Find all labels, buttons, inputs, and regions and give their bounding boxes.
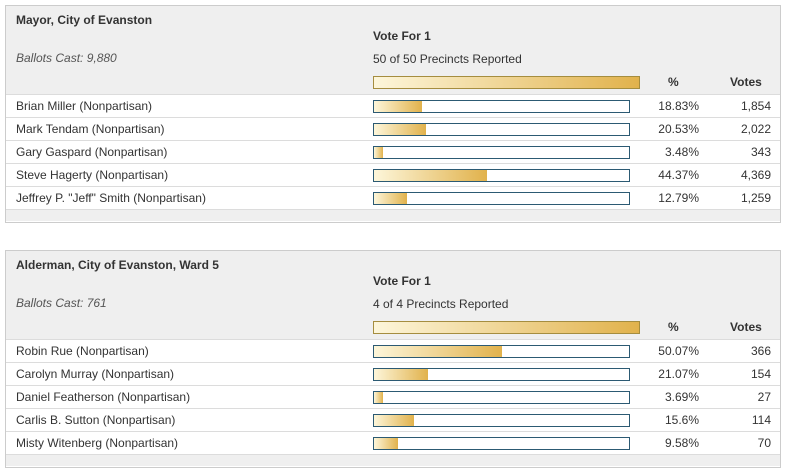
legend-bar bbox=[373, 76, 640, 89]
candidate-votes: 1,854 bbox=[740, 99, 771, 113]
vote-share-bar bbox=[373, 391, 630, 404]
candidate-percent: 21.07% bbox=[658, 367, 699, 381]
vote-share-bar-fill bbox=[374, 124, 427, 135]
vote-share-bar-fill bbox=[374, 438, 399, 449]
candidate-votes: 366 bbox=[750, 344, 771, 358]
candidate-name: Steve Hagerty (Nonpartisan) bbox=[16, 168, 169, 182]
candidate-name: Gary Gaspard (Nonpartisan) bbox=[16, 145, 168, 159]
ballots-cast: Ballots Cast: 9,880 bbox=[16, 51, 117, 65]
candidate-percent: 50.07% bbox=[658, 344, 699, 358]
candidate-percent: 44.37% bbox=[658, 168, 699, 182]
vote-share-bar-fill bbox=[374, 147, 383, 158]
race-panel-mayor: Mayor, City of Evanston Ballots Cast: 9,… bbox=[5, 5, 781, 223]
vote-share-bar bbox=[373, 192, 630, 205]
race-header: Alderman, City of Evanston, Ward 5 Ballo… bbox=[6, 251, 780, 339]
vote-share-bar-fill bbox=[374, 369, 428, 380]
candidate-name: Brian Miller (Nonpartisan) bbox=[16, 99, 153, 113]
ballots-cast: Ballots Cast: 761 bbox=[16, 296, 107, 310]
vote-share-bar bbox=[373, 345, 630, 358]
vote-share-bar-fill bbox=[374, 415, 414, 426]
candidate-percent: 12.79% bbox=[658, 191, 699, 205]
race-title: Alderman, City of Evanston, Ward 5 bbox=[16, 258, 219, 272]
legend-bar bbox=[373, 321, 640, 334]
candidate-name: Mark Tendam (Nonpartisan) bbox=[16, 122, 165, 136]
vote-share-bar-fill bbox=[374, 392, 384, 403]
race-footer bbox=[6, 454, 780, 466]
candidate-row: Carlis B. Sutton (Nonpartisan) 15.6% 114 bbox=[6, 408, 780, 431]
race-title: Mayor, City of Evanston bbox=[16, 13, 153, 27]
candidate-votes: 1,259 bbox=[740, 191, 771, 205]
candidate-row: Steve Hagerty (Nonpartisan) 44.37% 4,369 bbox=[6, 163, 780, 186]
candidate-votes: 2,022 bbox=[740, 122, 771, 136]
candidate-list: Brian Miller (Nonpartisan) 18.83% 1,854 … bbox=[6, 94, 780, 209]
candidate-row: Misty Witenberg (Nonpartisan) 9.58% 70 bbox=[6, 431, 780, 454]
vote-for-label: Vote For 1 bbox=[373, 274, 431, 288]
vote-share-bar-fill bbox=[374, 170, 488, 181]
race-panel-alderman-ward-5: Alderman, City of Evanston, Ward 5 Ballo… bbox=[5, 250, 781, 468]
vote-share-bar bbox=[373, 368, 630, 381]
vote-for-label: Vote For 1 bbox=[373, 29, 431, 43]
race-header: Mayor, City of Evanston Ballots Cast: 9,… bbox=[6, 6, 780, 94]
candidate-percent: 9.58% bbox=[664, 436, 699, 450]
vote-share-bar bbox=[373, 146, 630, 159]
candidate-row: Daniel Featherson (Nonpartisan) 3.69% 27 bbox=[6, 385, 780, 408]
candidate-name: Jeffrey P. "Jeff" Smith (Nonpartisan) bbox=[16, 191, 206, 205]
candidate-votes: 70 bbox=[757, 436, 771, 450]
candidate-votes: 114 bbox=[751, 413, 771, 427]
candidate-row: Carolyn Murray (Nonpartisan) 21.07% 154 bbox=[6, 362, 780, 385]
vote-share-bar-fill bbox=[374, 193, 407, 204]
candidate-percent: 15.6% bbox=[664, 413, 699, 427]
votes-column-header: Votes bbox=[730, 320, 762, 334]
candidate-name: Carolyn Murray (Nonpartisan) bbox=[16, 367, 175, 381]
percent-column-header: % bbox=[668, 320, 679, 334]
vote-share-bar bbox=[373, 100, 630, 113]
precincts-reported: 50 of 50 Precincts Reported bbox=[373, 52, 522, 66]
percent-column-header: % bbox=[668, 75, 679, 89]
vote-share-bar bbox=[373, 169, 630, 182]
candidate-percent: 3.48% bbox=[664, 145, 699, 159]
candidate-votes: 154 bbox=[750, 367, 771, 381]
candidate-list: Robin Rue (Nonpartisan) 50.07% 366 Carol… bbox=[6, 339, 780, 454]
candidate-name: Daniel Featherson (Nonpartisan) bbox=[16, 390, 191, 404]
candidate-votes: 27 bbox=[757, 390, 771, 404]
candidate-votes: 343 bbox=[750, 145, 771, 159]
candidate-name: Carlis B. Sutton (Nonpartisan) bbox=[16, 413, 176, 427]
candidate-name: Robin Rue (Nonpartisan) bbox=[16, 344, 149, 358]
candidate-percent: 20.53% bbox=[658, 122, 699, 136]
candidate-name: Misty Witenberg (Nonpartisan) bbox=[16, 436, 179, 450]
votes-column-header: Votes bbox=[730, 75, 762, 89]
vote-share-bar bbox=[373, 123, 630, 136]
candidate-row: Brian Miller (Nonpartisan) 18.83% 1,854 bbox=[6, 94, 780, 117]
vote-share-bar bbox=[373, 414, 630, 427]
candidate-percent: 18.83% bbox=[658, 99, 699, 113]
candidate-row: Robin Rue (Nonpartisan) 50.07% 366 bbox=[6, 339, 780, 362]
precincts-reported: 4 of 4 Precincts Reported bbox=[373, 297, 509, 311]
vote-share-bar bbox=[373, 437, 630, 450]
candidate-row: Mark Tendam (Nonpartisan) 20.53% 2,022 bbox=[6, 117, 780, 140]
candidate-votes: 4,369 bbox=[740, 168, 771, 182]
race-footer bbox=[6, 209, 780, 221]
vote-share-bar-fill bbox=[374, 346, 502, 357]
candidate-row: Jeffrey P. "Jeff" Smith (Nonpartisan) 12… bbox=[6, 186, 780, 209]
candidate-row: Gary Gaspard (Nonpartisan) 3.48% 343 bbox=[6, 140, 780, 163]
vote-share-bar-fill bbox=[374, 101, 423, 112]
candidate-percent: 3.69% bbox=[664, 390, 699, 404]
